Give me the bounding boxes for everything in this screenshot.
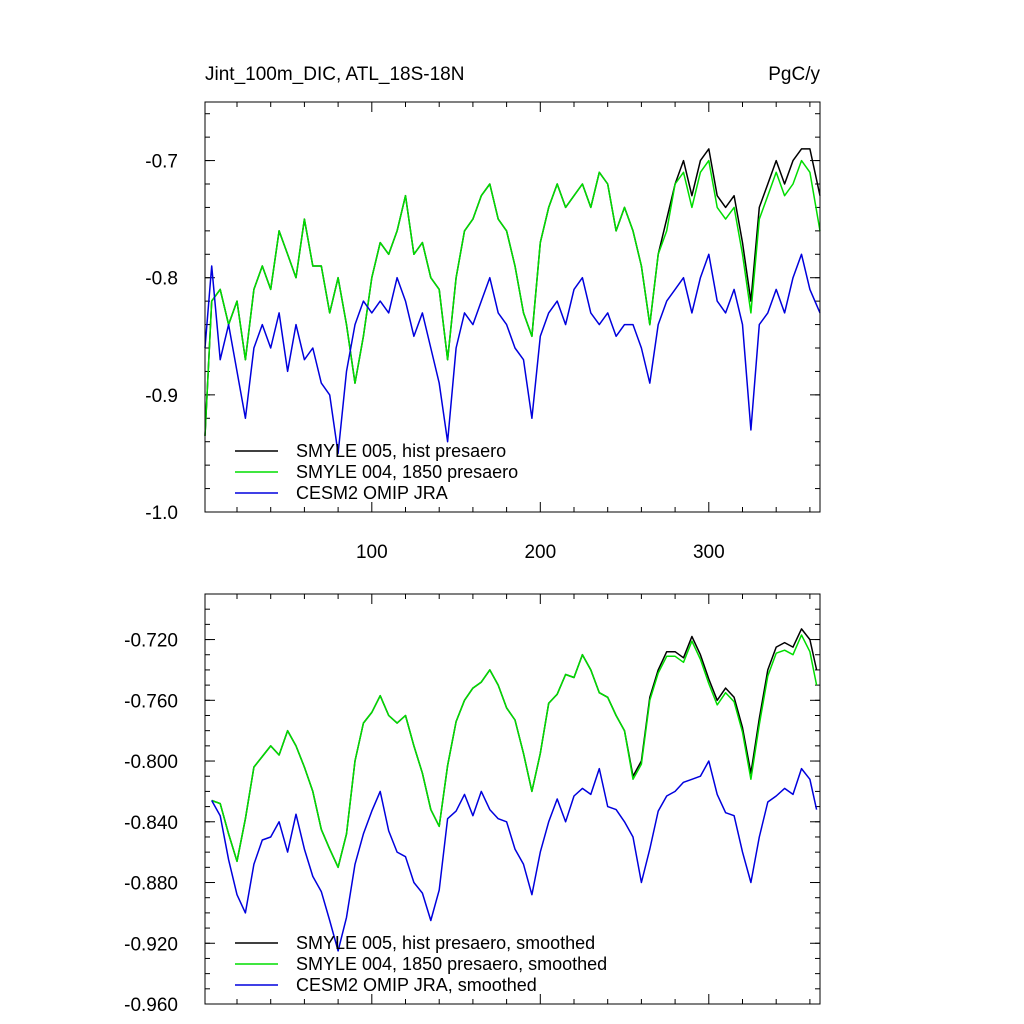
top-panel-units: PgC/y — [768, 64, 820, 85]
top-x-tick-label: 200 — [524, 542, 556, 563]
bottom-panel-series — [211, 628, 818, 952]
bottom-y-tick-label: -0.880 — [124, 874, 178, 895]
bottom-panel: -0.960 -0.920 -0.880 -0.840 -0.800 -0.760 -0.7… — [124, 593, 821, 1016]
bottom-y-tick-label: -0.800 — [124, 752, 178, 773]
top-panel-frame — [204, 101, 821, 513]
bottom-panel-tick-labels: -0.960 -0.920 -0.880 -0.840 -0.800 -0.760 -0.7… — [124, 631, 178, 1016]
top-series-line-2 — [204, 253, 821, 455]
legend-label-smyle-004: SMYLE 004, 1850 presaero — [296, 462, 518, 482]
top-x-tick-label: 100 — [356, 542, 388, 563]
top-y-tick-label: -0.7 — [145, 152, 178, 173]
legend-label-cesm2-omip: CESM2 OMIP JRA — [296, 483, 448, 503]
top-series-line-1 — [204, 159, 821, 436]
top-panel-legend: SMYLE 005, hist presaero SMYLE 004, 1850… — [235, 441, 518, 503]
bottom-y-tick-label: -0.840 — [124, 813, 178, 834]
legend-label-cesm2-omip-smoothed: CESM2 OMIP JRA, smoothed — [296, 975, 537, 995]
top-panel-title: Jint_100m_DIC, ATL_18S-18N — [205, 64, 464, 85]
legend-label-smyle-005: SMYLE 005, hist presaero — [296, 441, 506, 461]
bottom-y-tick-label: -0.960 — [124, 995, 178, 1016]
bottom-panel-frame — [204, 593, 821, 1005]
top-x-tick-label: 300 — [693, 542, 725, 563]
legend-label-smyle-004-smoothed: SMYLE 004, 1850 presaero, smoothed — [296, 954, 607, 974]
legend-label-smyle-005-smoothed: SMYLE 005, hist presaero, smoothed — [296, 933, 595, 953]
top-y-tick-label: -1.0 — [145, 503, 178, 524]
top-y-tick-label: -0.8 — [145, 269, 178, 290]
bottom-y-tick-label: -0.760 — [124, 691, 178, 712]
bottom-y-tick-label: -0.920 — [124, 934, 178, 955]
top-panel-tick-labels: 100 200 300 -1.0 -0.9 -0.8 -0.7 — [145, 152, 724, 563]
top-panel-series — [204, 148, 821, 455]
bottom-panel-ticks — [205, 593, 820, 1005]
bottom-panel-legend: SMYLE 005, hist presaero, smoothed SMYLE… — [235, 933, 607, 995]
bottom-series-line-2 — [211, 760, 818, 952]
top-y-tick-label: -0.9 — [145, 386, 178, 407]
top-panel: Jint_100m_DIC, ATL_18S-18N PgC/y 100 200 3… — [145, 64, 821, 563]
bottom-y-tick-label: -0.720 — [124, 631, 178, 652]
bottom-series-line-1 — [211, 634, 818, 869]
